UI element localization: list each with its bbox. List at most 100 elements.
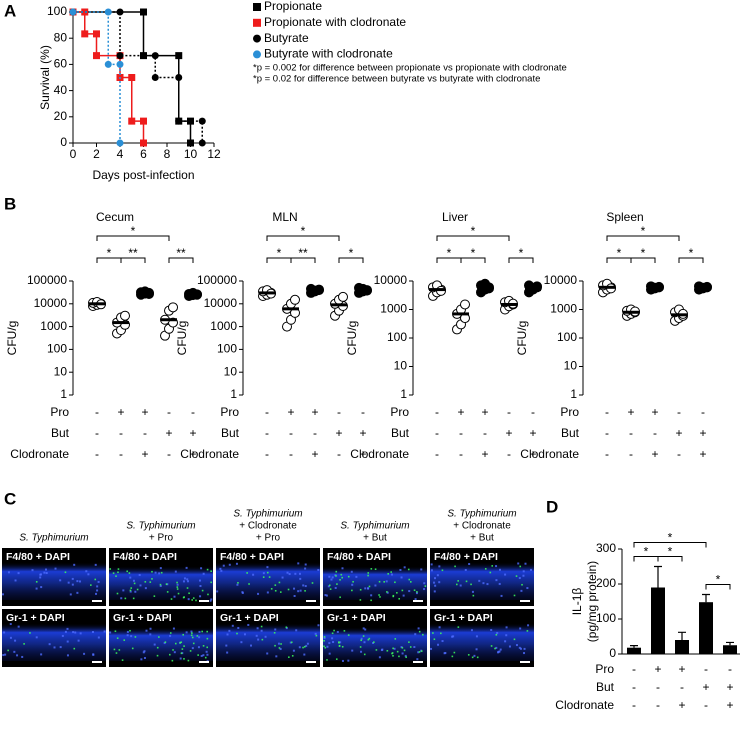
condition-sign: - [483, 426, 487, 440]
nucleus [173, 651, 176, 654]
nucleus [210, 598, 213, 601]
nucleus [281, 576, 284, 579]
nucleus [91, 630, 94, 633]
nucleus [79, 632, 82, 635]
condition-sign: + [654, 662, 661, 676]
nucleus [459, 584, 462, 587]
stain [340, 573, 343, 576]
condition-sign: - [361, 405, 365, 419]
nucleus [173, 595, 176, 598]
nucleus [126, 634, 129, 637]
significance-bracket [266, 235, 340, 241]
condition-sign: + [529, 426, 536, 440]
y-tick-label: 80 [54, 30, 68, 44]
condition-sign: - [265, 426, 269, 440]
data-point [168, 302, 178, 313]
x-tick-label: 2 [93, 147, 100, 161]
condition-name: But [596, 680, 615, 694]
nucleus [293, 587, 296, 590]
significance-label: * [301, 224, 306, 238]
significance-label: * [277, 246, 282, 260]
stain [494, 647, 496, 650]
marker [198, 139, 206, 147]
nucleus [9, 623, 12, 626]
nucleus [433, 590, 436, 593]
x-tick-label: 6 [140, 147, 147, 161]
stain [441, 569, 444, 572]
stain [401, 589, 404, 592]
stain [118, 649, 121, 651]
column-title: + Pro [256, 533, 281, 544]
stain [206, 646, 209, 649]
nucleus [423, 588, 426, 591]
condition-sign: + [165, 426, 172, 440]
condition-sign: + [359, 426, 366, 440]
nucleus [362, 627, 365, 630]
significance-label: * [668, 531, 673, 545]
stain [179, 642, 182, 644]
nucleus [414, 598, 417, 601]
stain [359, 599, 362, 601]
nucleus [138, 574, 141, 577]
condition-sign: + [287, 405, 294, 419]
condition-sign: - [459, 426, 463, 440]
stain [109, 568, 112, 570]
condition-sign: - [701, 405, 705, 419]
marker [187, 139, 194, 147]
stain [206, 630, 208, 633]
nucleus [441, 640, 444, 643]
marker [253, 34, 261, 43]
nucleus [434, 584, 437, 587]
nucleus [400, 576, 403, 579]
nucleus [299, 577, 302, 580]
condition-sign: - [632, 698, 636, 712]
image-label: F4/80 + DAPI [6, 551, 70, 563]
tissue-band [323, 627, 427, 661]
condition-sign: - [191, 405, 195, 419]
nucleus [328, 642, 331, 645]
stain [398, 597, 401, 600]
condition-sign: + [675, 426, 682, 440]
nucleus [92, 653, 95, 656]
marker [151, 52, 159, 60]
nucleus [226, 633, 229, 636]
stain [144, 581, 147, 583]
stain [188, 592, 190, 595]
stain [192, 642, 195, 645]
nucleus [59, 646, 62, 649]
nucleus [468, 563, 471, 566]
nucleus [236, 583, 239, 586]
stain [23, 643, 25, 645]
stain [454, 565, 456, 568]
nucleus [219, 567, 222, 570]
x-tick-label: 4 [117, 147, 124, 161]
marker [81, 8, 89, 16]
nucleus [522, 574, 525, 577]
nucleus [519, 627, 522, 630]
marker [104, 8, 112, 16]
nucleus [289, 641, 292, 644]
y-tick-label: 100 [557, 330, 577, 344]
condition-sign: + [529, 447, 536, 461]
nucleus [200, 654, 203, 657]
condition-sign: + [457, 405, 464, 419]
column-title: + But [470, 533, 494, 544]
stain [451, 655, 454, 658]
nucleus [438, 581, 441, 584]
nucleus [433, 581, 436, 584]
stain [408, 578, 411, 581]
stain [374, 568, 377, 571]
stain [304, 645, 306, 648]
condition-sign: + [651, 447, 658, 461]
stain [495, 633, 498, 636]
nucleus [527, 624, 530, 627]
y-tick-label: 10000 [34, 296, 68, 310]
nucleus [399, 568, 402, 571]
stain [191, 636, 194, 639]
image-label: F4/80 + DAPI [327, 551, 391, 563]
stain [367, 572, 370, 574]
stain [336, 583, 338, 585]
image-label: Gr-1 + DAPI [6, 612, 65, 624]
nucleus [288, 573, 291, 576]
stain [195, 599, 197, 602]
